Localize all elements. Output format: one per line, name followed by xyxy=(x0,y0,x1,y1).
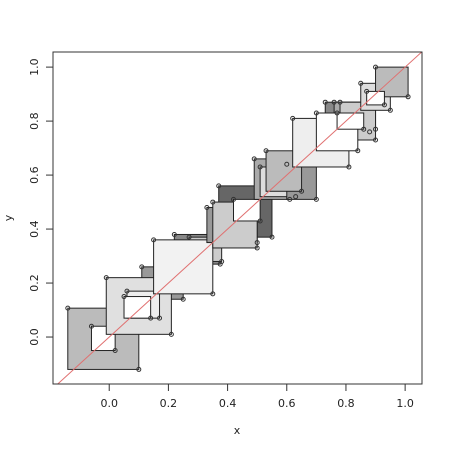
reference-line xyxy=(56,52,422,384)
corner-point xyxy=(210,199,216,205)
square xyxy=(123,296,152,319)
square xyxy=(153,239,214,295)
corner-point xyxy=(103,275,109,281)
corner-point xyxy=(204,204,210,210)
corner-point xyxy=(373,64,379,70)
y-tick-label: 0.8 xyxy=(28,112,41,129)
corner-point xyxy=(139,264,145,270)
corner-point xyxy=(251,156,257,162)
y-tick-label: 1.0 xyxy=(28,58,41,76)
corner-point xyxy=(381,102,387,108)
corner-point xyxy=(157,315,163,321)
plot-frame xyxy=(52,51,423,385)
corner-point xyxy=(219,258,225,264)
x-tick-label: 0.4 xyxy=(219,397,237,410)
corner-point xyxy=(121,294,127,300)
corner-point xyxy=(263,148,269,154)
corner-point xyxy=(334,110,340,116)
corner-point xyxy=(151,237,157,243)
corner-point xyxy=(148,315,154,321)
y-tick-label: 0.4 xyxy=(28,220,41,238)
x-axis-label: x xyxy=(234,424,241,437)
corner-point xyxy=(361,126,367,132)
x-tick-label: 1.0 xyxy=(396,397,414,410)
corner-point xyxy=(269,234,275,240)
corner-point xyxy=(186,234,192,240)
y-tick-label: 0.2 xyxy=(28,274,41,292)
corner-point xyxy=(367,129,373,135)
corner-point xyxy=(293,194,299,200)
corner-point xyxy=(387,107,393,113)
corner-point xyxy=(299,188,305,194)
y-axis-label: y xyxy=(2,214,15,221)
corner-point xyxy=(257,164,263,170)
corner-point xyxy=(373,126,379,132)
corner-point xyxy=(254,240,260,246)
x-tick-label: 0.8 xyxy=(337,397,355,410)
y-tick-label: 0.0 xyxy=(28,328,41,346)
corner-point xyxy=(358,80,364,86)
corner-point xyxy=(405,94,411,100)
square xyxy=(336,112,365,130)
corner-point xyxy=(313,110,319,116)
corner-point xyxy=(373,137,379,143)
corner-point xyxy=(210,291,216,297)
x-tick-label: 0.2 xyxy=(160,397,178,410)
corner-point xyxy=(290,115,296,121)
corner-point xyxy=(337,99,343,105)
corner-point xyxy=(124,288,130,294)
corner-point xyxy=(65,305,71,311)
corner-point xyxy=(355,148,361,154)
corner-point xyxy=(364,88,370,94)
corner-point xyxy=(331,99,337,105)
corner-point xyxy=(322,99,328,105)
corner-point xyxy=(287,196,293,202)
corner-point xyxy=(284,161,290,167)
corner-point xyxy=(136,366,142,372)
square xyxy=(366,90,385,106)
corner-point xyxy=(168,331,174,337)
corner-point xyxy=(231,196,237,202)
corner-point xyxy=(313,196,319,202)
corner-point xyxy=(171,231,177,237)
corner-point xyxy=(88,323,94,329)
corner-point xyxy=(112,348,118,354)
corner-point xyxy=(180,296,186,302)
corner-point xyxy=(346,164,352,170)
corner-point xyxy=(216,183,222,189)
corner-point xyxy=(254,245,260,251)
y-tick-label: 0.6 xyxy=(28,166,41,184)
corner-point xyxy=(257,218,263,224)
x-tick-label: 0.0 xyxy=(100,397,118,410)
x-tick-label: 0.6 xyxy=(278,397,296,410)
